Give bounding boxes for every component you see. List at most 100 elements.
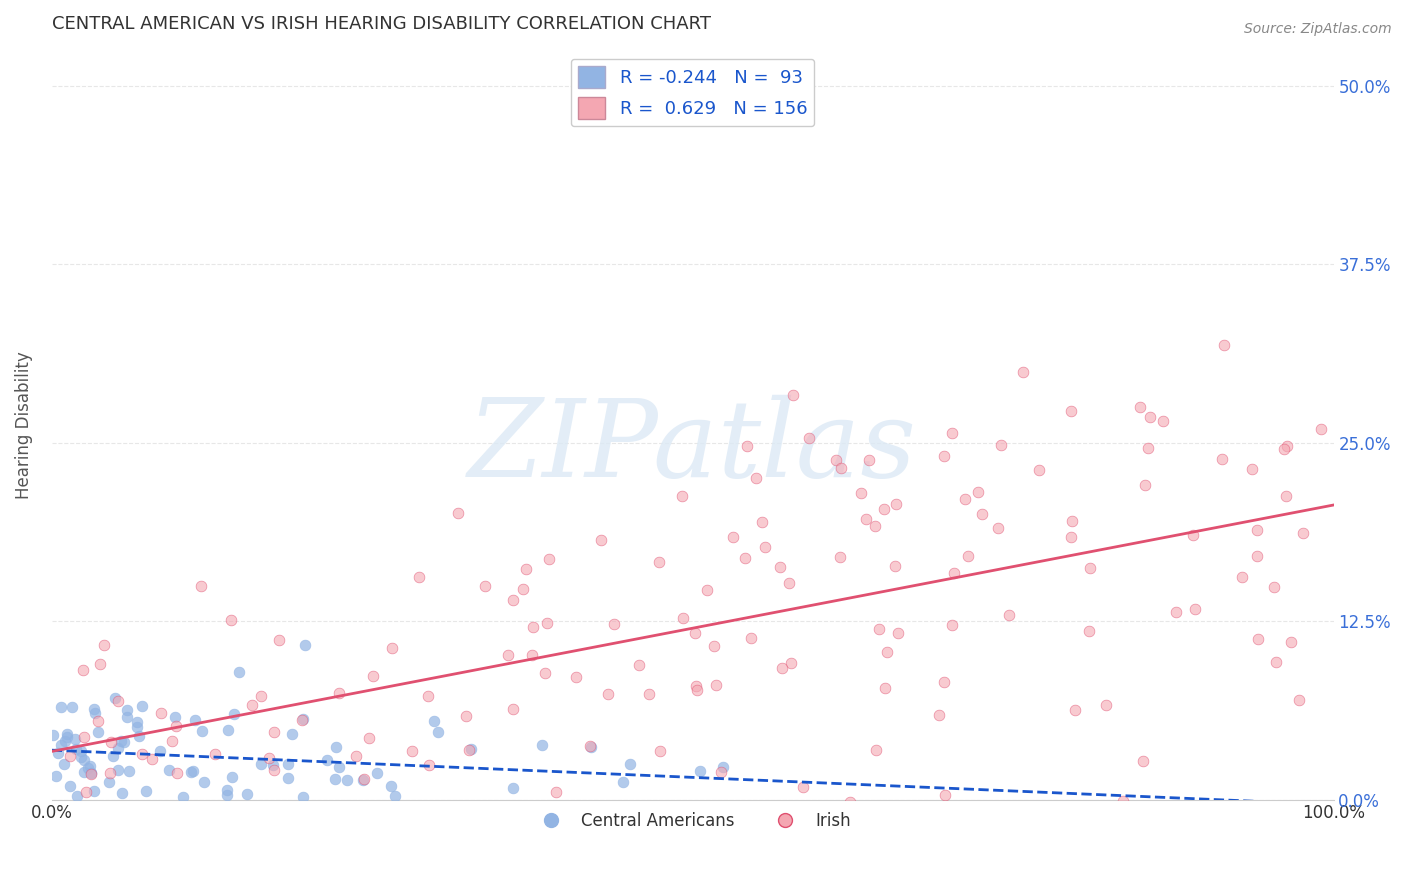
Point xyxy=(384,789,406,804)
Point xyxy=(381,640,404,655)
Point xyxy=(792,780,814,794)
Point xyxy=(1028,463,1050,477)
Point xyxy=(1263,580,1285,594)
Point xyxy=(55,731,77,745)
Point xyxy=(474,799,496,814)
Point xyxy=(520,648,543,662)
Point xyxy=(359,731,381,745)
Point xyxy=(193,775,215,789)
Point xyxy=(336,772,359,787)
Point xyxy=(291,713,314,727)
Point xyxy=(672,611,695,625)
Point xyxy=(93,638,115,652)
Point xyxy=(704,678,727,692)
Point xyxy=(163,710,186,724)
Point xyxy=(240,698,263,712)
Point xyxy=(60,806,83,821)
Point xyxy=(596,687,619,701)
Point xyxy=(502,702,524,716)
Point xyxy=(538,552,561,566)
Point xyxy=(172,789,194,804)
Legend: Central Americans, Irish: Central Americans, Irish xyxy=(529,805,858,836)
Point xyxy=(883,558,905,573)
Point xyxy=(496,648,519,663)
Point xyxy=(828,549,851,564)
Point xyxy=(956,549,979,563)
Point xyxy=(427,725,450,739)
Point xyxy=(79,758,101,772)
Point xyxy=(215,783,238,797)
Point xyxy=(104,690,127,705)
Point xyxy=(734,550,756,565)
Point xyxy=(236,787,259,801)
Point xyxy=(1078,560,1101,574)
Point xyxy=(689,764,711,778)
Point xyxy=(1133,478,1156,492)
Text: Source: ZipAtlas.com: Source: ZipAtlas.com xyxy=(1244,22,1392,37)
Point xyxy=(1291,526,1313,541)
Point xyxy=(1247,632,1270,646)
Point xyxy=(512,582,534,596)
Point xyxy=(127,715,149,730)
Point xyxy=(73,730,96,744)
Point xyxy=(141,752,163,766)
Point xyxy=(710,765,733,780)
Point xyxy=(60,700,83,714)
Point xyxy=(782,388,804,402)
Point xyxy=(1230,570,1253,584)
Point xyxy=(1288,692,1310,706)
Point xyxy=(328,759,350,773)
Point xyxy=(941,617,963,632)
Point xyxy=(165,718,187,732)
Point xyxy=(55,727,77,741)
Point xyxy=(267,633,290,648)
Point xyxy=(87,714,110,728)
Point xyxy=(292,712,315,726)
Point xyxy=(83,701,105,715)
Point xyxy=(873,799,896,814)
Point xyxy=(953,492,976,507)
Point xyxy=(107,693,129,707)
Point xyxy=(637,688,659,702)
Point xyxy=(117,709,139,723)
Point xyxy=(942,566,965,581)
Point xyxy=(502,593,524,607)
Point xyxy=(769,559,792,574)
Point xyxy=(204,747,226,761)
Point xyxy=(294,638,316,652)
Point xyxy=(118,764,141,778)
Point xyxy=(110,786,132,800)
Point xyxy=(69,744,91,758)
Point xyxy=(112,735,135,749)
Point xyxy=(42,728,65,742)
Point xyxy=(565,670,588,684)
Point xyxy=(83,784,105,798)
Point xyxy=(603,617,626,632)
Point xyxy=(217,789,239,803)
Point xyxy=(80,766,103,780)
Point xyxy=(751,516,773,530)
Point xyxy=(325,772,347,786)
Point xyxy=(101,749,124,764)
Point xyxy=(110,734,132,748)
Point xyxy=(842,806,865,821)
Point xyxy=(191,723,214,738)
Point xyxy=(868,622,890,636)
Point xyxy=(73,753,96,767)
Point xyxy=(522,620,544,634)
Point xyxy=(1272,442,1295,457)
Point xyxy=(352,773,374,788)
Point xyxy=(315,753,337,767)
Point xyxy=(873,681,896,696)
Point xyxy=(1060,514,1083,528)
Point xyxy=(683,626,706,640)
Point xyxy=(737,439,759,453)
Point xyxy=(1139,410,1161,425)
Point xyxy=(190,579,212,593)
Point xyxy=(579,740,602,755)
Point xyxy=(797,431,820,445)
Point xyxy=(966,485,988,500)
Point xyxy=(780,657,803,671)
Point xyxy=(49,699,72,714)
Point xyxy=(58,779,80,793)
